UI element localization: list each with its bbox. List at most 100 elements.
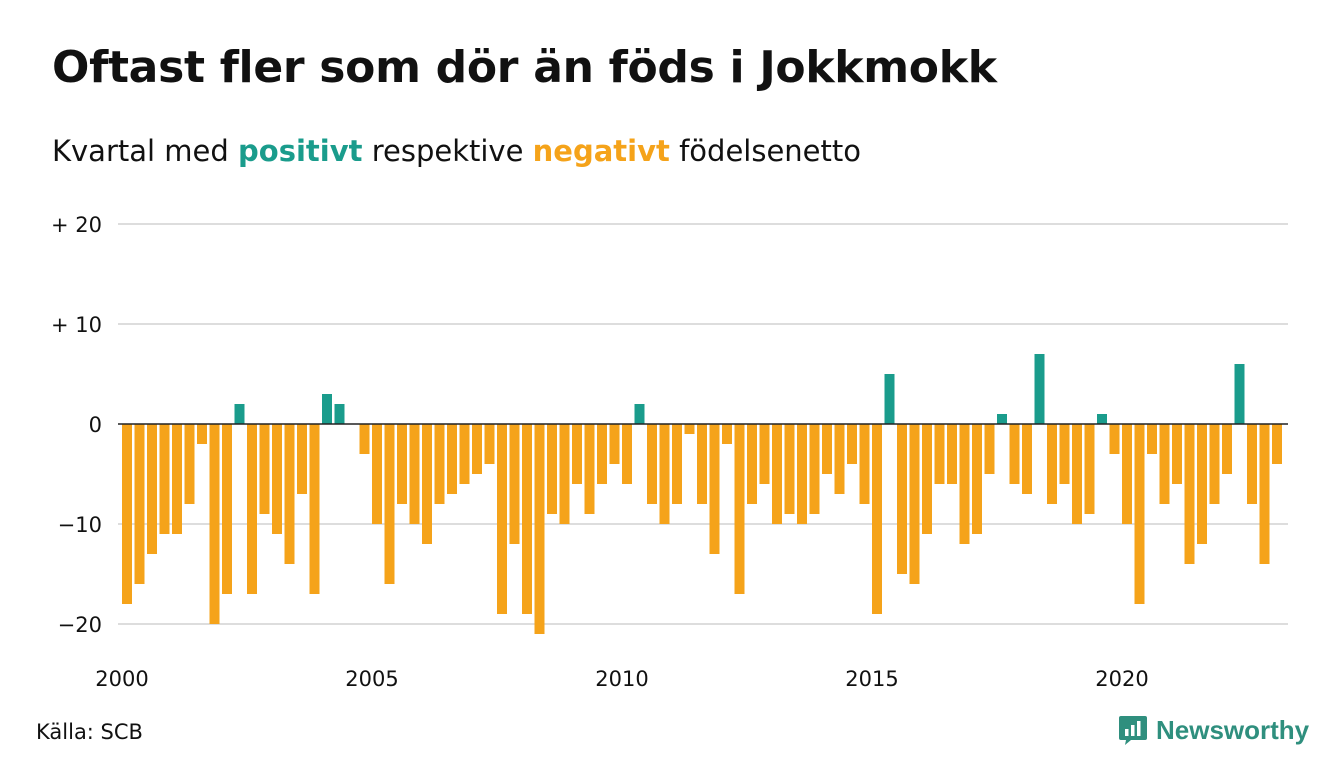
bar-negative	[1272, 424, 1282, 464]
bar-negative	[1159, 424, 1170, 504]
bar-negative	[147, 424, 157, 554]
bar-negative	[1259, 424, 1270, 564]
bar-negative	[934, 424, 945, 484]
bar-negative	[1209, 424, 1220, 504]
bar-negative	[1172, 424, 1182, 484]
bar-negative	[697, 424, 707, 504]
bar-negative	[1047, 424, 1057, 504]
bar-negative	[209, 424, 220, 624]
bar-negative	[622, 424, 632, 484]
bar-negative	[1197, 424, 1207, 544]
bar-negative	[197, 424, 207, 444]
subtitle-suffix: födelsenetto	[679, 134, 861, 168]
bar-negative	[134, 424, 145, 584]
bar-negative	[547, 424, 557, 514]
bar-negative	[172, 424, 182, 534]
bar-negative	[372, 424, 382, 524]
bar-negative	[1072, 424, 1082, 524]
bar-negative	[297, 424, 307, 494]
bar-positive	[1234, 364, 1245, 424]
bar-positive	[1097, 414, 1107, 424]
bar-negative	[597, 424, 607, 484]
bar-negative	[1122, 424, 1132, 524]
bar-negative	[834, 424, 845, 494]
bar-negative	[447, 424, 457, 494]
bar-negative	[272, 424, 282, 534]
bar-negative	[409, 424, 420, 524]
bar-negative	[359, 424, 370, 454]
bar-negative	[1059, 424, 1070, 484]
bar-negative	[722, 424, 732, 444]
bar-negative	[822, 424, 832, 474]
bar-negative	[247, 424, 257, 594]
bar-negative	[522, 424, 532, 614]
bar-negative	[859, 424, 870, 504]
chart-title: Oftast fler som dör än föds i Jokkmokk	[52, 42, 997, 93]
bar-negative	[872, 424, 882, 614]
bar-negative	[784, 424, 795, 514]
bar-negative	[659, 424, 670, 524]
bar-negative	[122, 424, 132, 604]
bar-negative	[909, 424, 920, 584]
bar-negative	[222, 424, 232, 594]
bar-negative	[284, 424, 295, 564]
bar-negative	[559, 424, 570, 524]
logo-text: Newsworthy	[1156, 714, 1310, 745]
bar-negative	[734, 424, 745, 594]
subtitle-positive-word: positivt	[238, 134, 363, 168]
newsworthy-logo: Newsworthy	[1118, 714, 1309, 746]
bar-negative	[434, 424, 445, 504]
bar-negative	[384, 424, 395, 584]
bar-positive	[334, 404, 345, 424]
bar-negative	[747, 424, 757, 504]
bar-negative	[759, 424, 770, 484]
bar-negative	[797, 424, 807, 524]
y-tick-label: −20	[58, 613, 102, 637]
bar-negative	[709, 424, 720, 554]
bar-positive	[997, 414, 1007, 424]
bar-positive	[884, 374, 895, 424]
bar-negative	[584, 424, 595, 514]
bar-negative	[1109, 424, 1120, 454]
bar-negative	[534, 424, 545, 634]
bar-negative	[309, 424, 320, 594]
bar-negative	[259, 424, 270, 514]
y-tick-label: + 10	[51, 313, 102, 337]
subtitle-negative-word: negativt	[532, 134, 670, 168]
x-tick-label: 2020	[1095, 667, 1148, 691]
bar-positive	[634, 404, 645, 424]
bars	[122, 354, 1282, 634]
bar-negative	[184, 424, 195, 504]
bar-negative	[484, 424, 495, 464]
bar-negative	[647, 424, 657, 504]
bar-negative	[672, 424, 682, 504]
bar-negative	[497, 424, 507, 614]
bar-negative	[422, 424, 432, 544]
bar-negative	[847, 424, 857, 464]
bar-negative	[1184, 424, 1195, 564]
y-tick-label: + 20	[51, 213, 102, 237]
y-axis-labels: + 20 + 10 0 −10 −20	[51, 213, 102, 637]
bar-negative	[1147, 424, 1157, 454]
bar-negative	[159, 424, 170, 534]
y-tick-label: 0	[89, 413, 102, 437]
subtitle-middle: respektive	[371, 134, 524, 168]
subtitle-prefix: Kvartal med	[52, 134, 229, 168]
bar-negative	[772, 424, 782, 524]
x-tick-label: 2000	[95, 667, 148, 691]
x-axis-labels: 2000 2005 2010 2015 2020	[95, 667, 1148, 691]
bar-negative	[1022, 424, 1032, 494]
y-tick-label: −10	[58, 513, 102, 537]
x-tick-label: 2005	[345, 667, 398, 691]
bar-positive	[234, 404, 245, 424]
bar-negative	[572, 424, 582, 484]
bar-negative	[984, 424, 995, 474]
bar-negative	[897, 424, 907, 574]
bar-negative	[1009, 424, 1020, 484]
x-tick-label: 2010	[595, 667, 648, 691]
bar-positive	[322, 394, 332, 424]
bar-negative	[684, 424, 695, 434]
bar-negative	[472, 424, 482, 474]
bar-negative	[1134, 424, 1145, 604]
